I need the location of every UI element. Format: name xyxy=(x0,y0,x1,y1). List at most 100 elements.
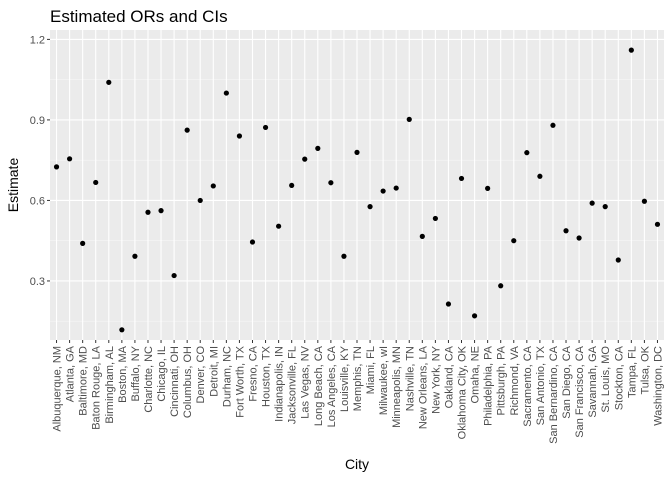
x-tick-label: Cincinnati, OH xyxy=(169,346,181,417)
data-point xyxy=(445,301,452,307)
data-point xyxy=(302,156,308,162)
chart-title: Estimated ORs and CIs xyxy=(50,7,228,26)
data-point xyxy=(432,215,438,222)
data-point xyxy=(289,182,295,189)
x-tick-label: Memphis, TN xyxy=(352,346,364,411)
data-point xyxy=(654,221,661,227)
data-point xyxy=(367,204,373,210)
x-tick-label: Oklahoma City, OK xyxy=(457,345,469,439)
x-tick-label: Houston, TX xyxy=(261,345,273,407)
x-tick-label: Tampa, FL xyxy=(626,346,638,398)
data-point xyxy=(236,133,243,139)
data-point xyxy=(249,239,256,245)
data-point xyxy=(262,124,269,131)
x-tick-label: Baton Rouge, LA xyxy=(91,345,103,429)
x-tick-label: Chicago, IL xyxy=(156,346,168,402)
y-axis: 0.3 0.6 0.9 1.2 xyxy=(30,34,50,288)
data-point xyxy=(158,208,164,214)
data-point xyxy=(315,145,321,151)
x-tick-label: Boston, MA xyxy=(117,345,129,403)
gridlines xyxy=(50,30,664,340)
data-point xyxy=(393,185,399,191)
data-point xyxy=(184,127,190,133)
data-point xyxy=(145,209,151,215)
x-tick-label: Oakland, CA xyxy=(443,345,455,408)
x-tick-label: Savannah, GA xyxy=(587,345,599,417)
x-tick-label: New Orleans, LA xyxy=(417,345,429,429)
data-point xyxy=(197,197,203,204)
data-point xyxy=(210,183,216,189)
x-tick-label: Indianapolis, IN xyxy=(274,346,286,422)
data-point xyxy=(458,175,465,182)
x-axis-title: City xyxy=(345,456,369,472)
data-point xyxy=(328,180,334,186)
x-tick-label: San Francisco, CA xyxy=(574,345,586,437)
x-tick-label: San Antonio, TX xyxy=(535,345,547,425)
x-tick-label: Albuquerque, NM xyxy=(52,346,64,432)
x-tick-label: Los Angeles, CA xyxy=(326,345,338,427)
x-tick-label: Miami, FL xyxy=(365,346,377,394)
data-point xyxy=(66,156,73,162)
x-tick-label: Louisville, KY xyxy=(339,345,351,412)
data-point xyxy=(341,253,347,259)
data-point xyxy=(615,257,621,263)
data-point xyxy=(485,185,491,191)
data-point xyxy=(524,150,530,156)
x-tick-label: Tulsa, OK xyxy=(639,345,651,394)
x-tick-label: St. Louis, MO xyxy=(600,346,612,413)
x-tick-label: Las Vegas, NV xyxy=(300,345,312,418)
x-tick-label: Baltimore, MD xyxy=(78,346,90,416)
x-tick-label: San Bernardino, CA xyxy=(548,345,560,443)
data-point xyxy=(498,283,504,289)
x-tick-label: New York, NY xyxy=(430,345,442,414)
data-point xyxy=(641,198,648,204)
data-point xyxy=(419,233,425,239)
x-tick-label: Long Beach, CA xyxy=(313,345,325,426)
y-tick-label: 0.9 xyxy=(30,115,45,127)
x-tick-label: Birmingham, AL xyxy=(104,346,116,424)
x-tick-label: Denver, CO xyxy=(195,346,207,404)
data-points xyxy=(53,47,661,333)
x-tick-label: Philadelphia, PA xyxy=(483,345,495,426)
data-point xyxy=(93,179,99,186)
data-point xyxy=(628,47,634,53)
x-tick-label: Sacramento, CA xyxy=(522,345,534,426)
data-point xyxy=(380,188,386,194)
data-point xyxy=(276,223,282,229)
data-point xyxy=(563,228,569,234)
data-point xyxy=(132,253,138,259)
data-point xyxy=(223,90,229,96)
y-tick-label: 0.6 xyxy=(30,195,45,207)
x-tick-label: Nashville, TN xyxy=(404,346,416,411)
x-tick-label: Washington, DC xyxy=(652,346,664,426)
data-point xyxy=(171,272,177,279)
x-tick-label: Columbus, OH xyxy=(182,346,194,418)
x-tick-label: Detroit, MI xyxy=(208,346,220,397)
x-tick-label: Pittsburgh, PA xyxy=(496,345,508,415)
data-point xyxy=(354,149,360,155)
data-point xyxy=(589,200,595,206)
data-point xyxy=(471,313,478,319)
data-point xyxy=(537,173,543,179)
data-point xyxy=(119,327,125,333)
y-axis-title: Estimate xyxy=(5,158,21,213)
x-tick-label: Fort Worth, TX xyxy=(234,345,246,417)
x-tick-label: Minneapolis, MN xyxy=(391,346,403,428)
data-point xyxy=(550,122,556,128)
x-tick-label: Fresno, CA xyxy=(247,345,259,401)
data-point xyxy=(106,79,112,85)
x-tick-label: Richmond, VA xyxy=(509,345,521,415)
x-tick-label: San Diego, CA xyxy=(561,345,573,418)
data-point xyxy=(602,204,608,210)
x-tick-label: Durham, NC xyxy=(221,346,233,407)
x-tick-label: Atlanta, GA xyxy=(65,345,77,402)
data-point xyxy=(576,235,582,241)
x-tick-label: Buffalo, NY xyxy=(130,345,142,401)
x-tick-label: Omaha, NE xyxy=(470,346,482,403)
x-tick-label: Jacksonville, FL xyxy=(287,346,299,424)
data-point xyxy=(406,116,412,122)
data-point xyxy=(80,240,86,246)
x-axis: Albuquerque, NM Atlanta, GA Baltimore, MD B… xyxy=(52,340,664,444)
x-tick-label: Stockton, CA xyxy=(613,345,625,410)
